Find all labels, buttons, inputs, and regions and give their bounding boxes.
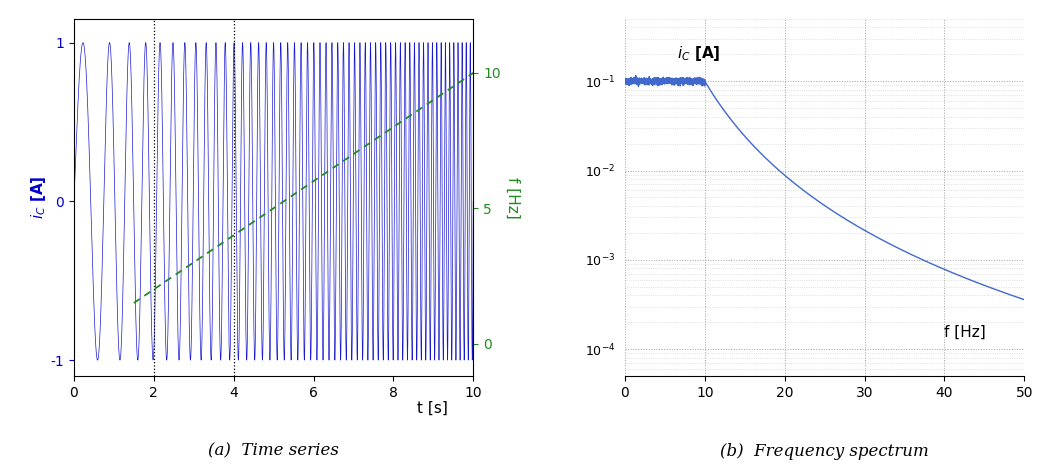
Text: $i_C\ \mathbf{[A]}$: $i_C\ \mathbf{[A]}$ [677,44,720,63]
Y-axis label: f [Hz]: f [Hz] [505,177,520,218]
Y-axis label: $i_C\ \mathbf{[A]}$: $i_C\ \mathbf{[A]}$ [29,176,48,219]
Text: (b)  Frequency spectrum: (b) Frequency spectrum [720,443,929,460]
Text: t [s]: t [s] [417,401,448,416]
Text: f [Hz]: f [Hz] [944,325,986,340]
Text: (a)  Time series: (a) Time series [208,443,339,460]
